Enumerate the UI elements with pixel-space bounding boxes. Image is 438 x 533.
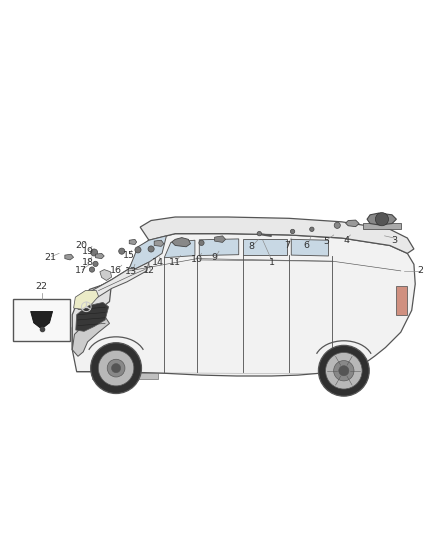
Circle shape <box>119 248 125 254</box>
Circle shape <box>199 240 204 246</box>
Polygon shape <box>65 254 74 260</box>
Polygon shape <box>74 290 99 310</box>
Circle shape <box>112 364 120 373</box>
Circle shape <box>310 227 314 231</box>
Circle shape <box>107 359 125 377</box>
Circle shape <box>98 350 134 386</box>
Text: 8: 8 <box>249 243 255 251</box>
Polygon shape <box>367 213 396 225</box>
Text: 14: 14 <box>152 257 164 266</box>
Polygon shape <box>76 302 109 332</box>
Polygon shape <box>140 217 414 253</box>
Text: 20: 20 <box>75 241 87 250</box>
Text: 13: 13 <box>125 267 138 276</box>
Circle shape <box>257 231 261 236</box>
Polygon shape <box>100 270 112 280</box>
Text: 6: 6 <box>304 241 310 250</box>
Circle shape <box>91 343 141 393</box>
Bar <box>13 300 70 341</box>
Text: 16: 16 <box>110 266 122 276</box>
Text: 22: 22 <box>35 282 48 292</box>
Text: 15: 15 <box>123 251 135 260</box>
Polygon shape <box>129 239 137 245</box>
Text: 10: 10 <box>191 255 203 264</box>
Polygon shape <box>154 240 164 246</box>
Bar <box>396 286 407 314</box>
Text: 12: 12 <box>143 266 155 276</box>
Text: 19: 19 <box>81 247 94 256</box>
Polygon shape <box>129 236 166 269</box>
Bar <box>92 373 158 379</box>
Circle shape <box>325 352 362 389</box>
Polygon shape <box>88 262 149 302</box>
Circle shape <box>135 247 141 253</box>
Text: 18: 18 <box>81 257 94 266</box>
Circle shape <box>290 229 295 233</box>
Polygon shape <box>72 233 415 376</box>
Text: 7: 7 <box>284 241 290 250</box>
Text: 4: 4 <box>343 236 349 245</box>
Polygon shape <box>31 311 53 329</box>
Circle shape <box>318 345 369 396</box>
Text: 3: 3 <box>391 236 397 245</box>
Polygon shape <box>172 238 191 247</box>
Polygon shape <box>72 317 110 356</box>
Circle shape <box>334 361 354 381</box>
Text: 21: 21 <box>44 253 57 262</box>
Circle shape <box>148 246 154 252</box>
Circle shape <box>375 213 389 226</box>
Circle shape <box>91 249 98 256</box>
Text: 11: 11 <box>169 257 181 266</box>
Polygon shape <box>72 282 112 350</box>
Polygon shape <box>164 240 195 258</box>
Polygon shape <box>95 253 104 259</box>
Text: 1: 1 <box>268 257 275 266</box>
Text: 17: 17 <box>75 266 87 276</box>
Circle shape <box>93 261 98 266</box>
Polygon shape <box>199 239 239 255</box>
Bar <box>363 223 401 229</box>
Circle shape <box>339 366 349 376</box>
Text: 5: 5 <box>323 237 329 246</box>
Text: 9: 9 <box>212 253 218 262</box>
Polygon shape <box>346 220 359 227</box>
Polygon shape <box>243 239 287 255</box>
Text: 2: 2 <box>417 266 424 276</box>
Circle shape <box>334 222 340 229</box>
Polygon shape <box>215 236 226 243</box>
Circle shape <box>89 267 95 272</box>
Polygon shape <box>291 239 328 256</box>
